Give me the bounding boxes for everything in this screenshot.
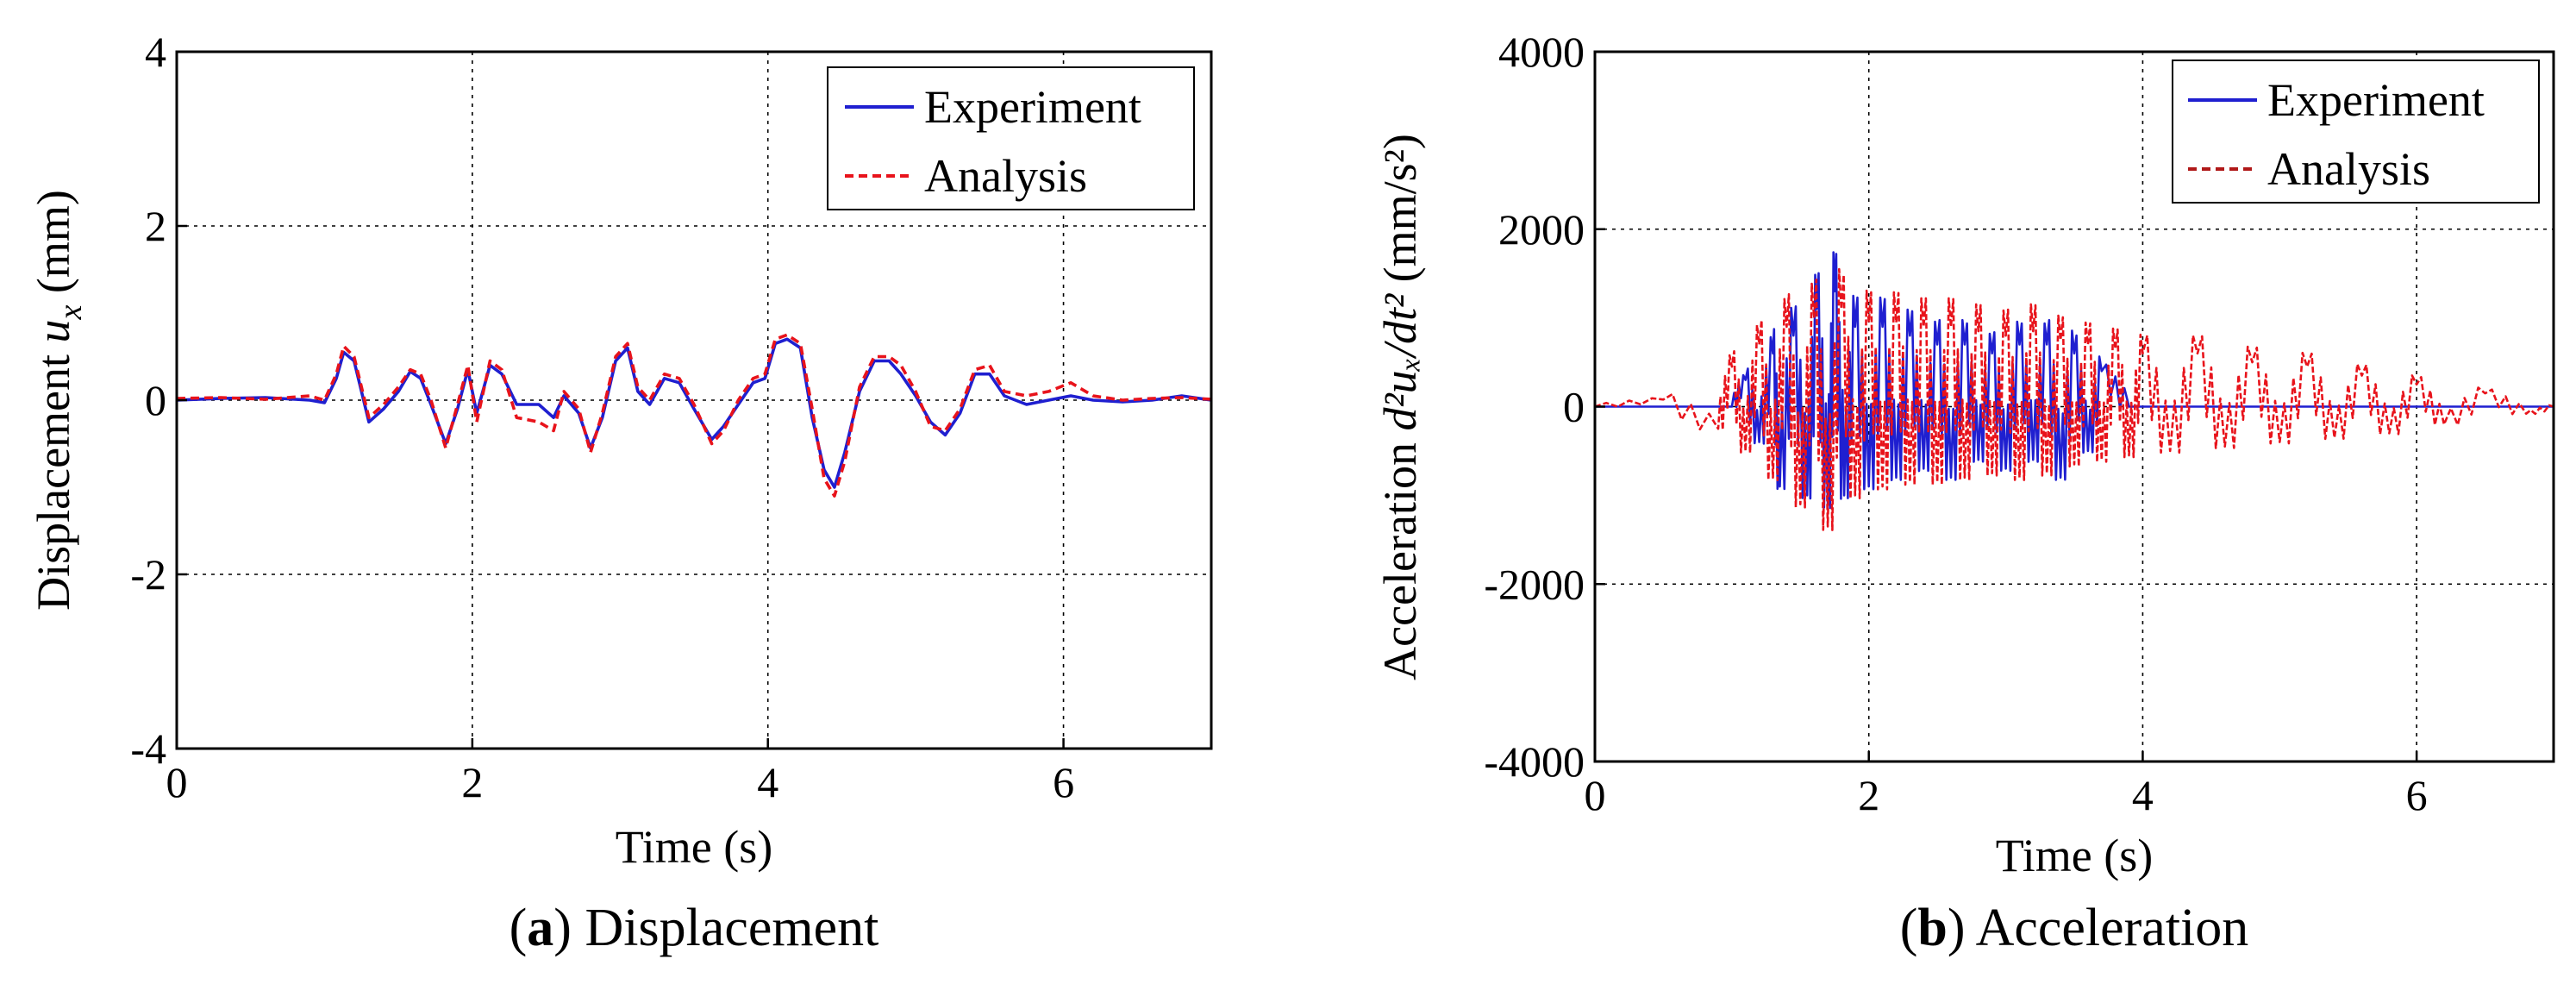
legend-b: Experiment Analysis (2172, 60, 2540, 204)
y-tick-label: -2000 (1484, 560, 1585, 608)
x-axis-label-b: Time (s) (1996, 830, 2154, 881)
x-tick-label: 0 (1585, 771, 1606, 819)
y-axis-label-a: Displacement ux (mm) (28, 190, 89, 611)
caption-b: (b) Acceleration (1900, 899, 2249, 957)
chart-acceleration: -4000 -2000 0 2000 4000 0 2 4 6 Time (s) Accele… (1374, 28, 2555, 957)
x-tick-label: 4 (2132, 771, 2154, 819)
x-tick-label: 4 (757, 758, 778, 806)
x-tick-label: 6 (2406, 771, 2428, 819)
legend-box-b (2172, 60, 2540, 204)
series-line-analysis (1594, 267, 2554, 531)
x-axis-label-a: Time (s) (616, 821, 773, 873)
y-tick-label: 0 (1563, 383, 1585, 431)
legend-label-experiment-a: Experiment (924, 81, 1141, 133)
series-group-b (1594, 251, 2554, 531)
y-tick-label: 4000 (1498, 28, 1585, 76)
y-tick-label: 2 (145, 202, 166, 250)
y-tick-labels-a: -4 -2 0 2 4 (130, 28, 187, 773)
x-tick-label: 2 (461, 758, 483, 806)
chart-displacement: -4 -2 0 2 4 0 2 4 6 Time (s) Displacement ux (m… (28, 28, 1213, 957)
x-tick-labels-a: 0 2 4 6 (166, 738, 1074, 806)
x-tick-label: 6 (1053, 758, 1074, 806)
y-tick-labels-b: -4000 -2000 0 2000 4000 (1484, 28, 1605, 786)
y-tick-label: -4 (130, 724, 166, 773)
x-tick-labels-b: 0 2 4 6 (1585, 751, 2428, 819)
x-tick-label: 2 (1858, 771, 1879, 819)
y-tick-label: 4 (145, 28, 166, 76)
series-line-analysis (176, 333, 1212, 498)
y-tick-label: 0 (145, 376, 166, 424)
legend-label-analysis-a: Analysis (924, 150, 1087, 202)
y-axis-label-b: Acceleration d²uₓ/dt² (mm/s²) (1374, 134, 1426, 680)
legend-label-analysis-b: Analysis (2267, 143, 2430, 195)
y-tick-label: -4000 (1484, 737, 1585, 786)
caption-a: (a) Displacement (510, 899, 879, 957)
x-tick-label: 0 (166, 758, 188, 806)
legend-a: Experiment Analysis (827, 66, 1195, 210)
y-tick-label: 2000 (1498, 205, 1585, 254)
y-tick-label: -2 (130, 550, 166, 599)
series-line-experiment (1595, 251, 2554, 510)
series-group-a (176, 333, 1212, 498)
legend-label-experiment-b: Experiment (2267, 74, 2485, 126)
legend-box-a (827, 66, 1195, 210)
